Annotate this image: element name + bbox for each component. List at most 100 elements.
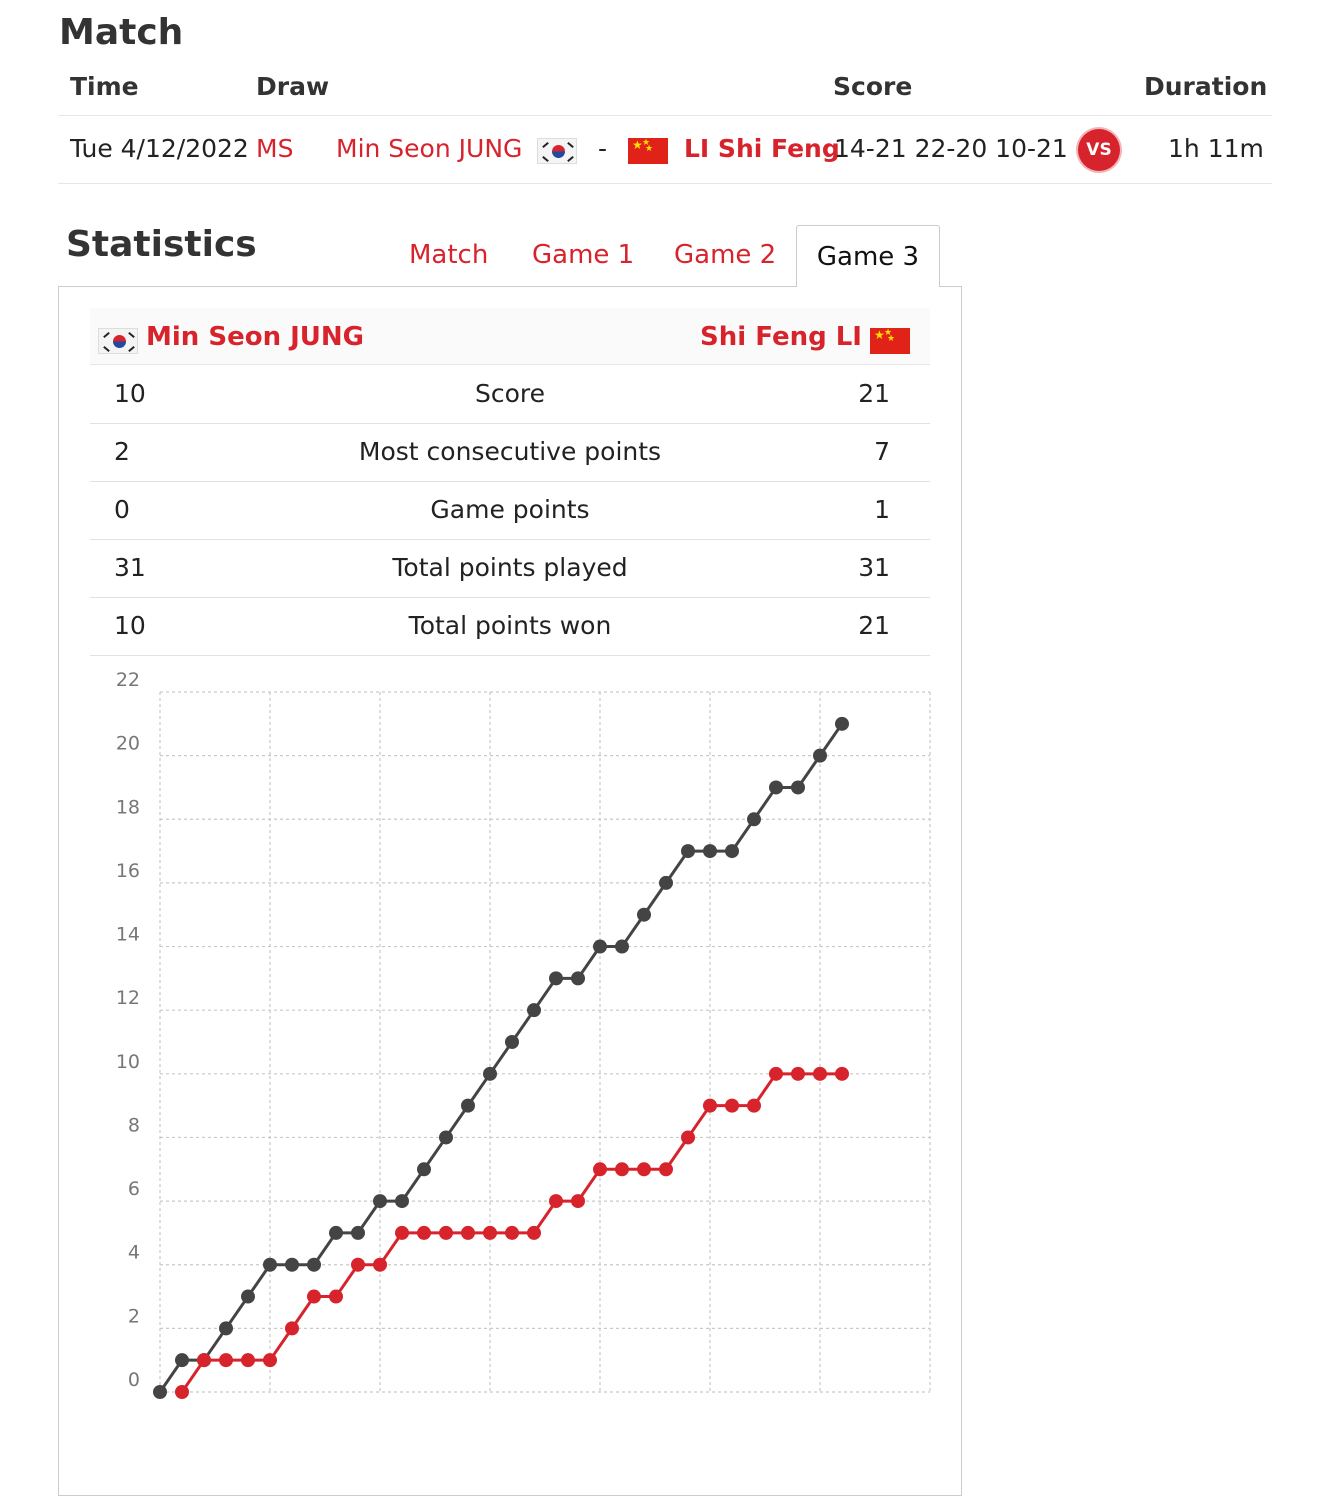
match-score: 14-21 22-20 10-21 xyxy=(834,134,1068,163)
series-0-point xyxy=(395,1194,409,1209)
series-line-0 xyxy=(158,722,844,1393)
series-0-point xyxy=(439,1130,453,1145)
match-time: Tue 4/12/2022 xyxy=(70,134,249,163)
left-player-link[interactable]: Min Seon JUNG xyxy=(146,322,365,352)
series-1-point xyxy=(483,1225,497,1240)
stat-right-value: 31 xyxy=(858,553,890,582)
stat-row-game-points: 0 Game points 1 xyxy=(90,481,930,540)
series-1-point xyxy=(285,1321,299,1336)
china-flag-icon: ★ ★ ★ xyxy=(870,328,910,354)
stat-left-value: 31 xyxy=(114,553,146,582)
stat-label: Score xyxy=(474,379,546,408)
series-0-point xyxy=(527,1003,541,1018)
stat-row-most-consecutive: 2 Most consecutive points 7 xyxy=(90,423,930,482)
series-1-point xyxy=(637,1162,651,1177)
series-0-point xyxy=(813,748,827,763)
stat-right-value: 21 xyxy=(858,379,890,408)
match-duration: 1h 11m xyxy=(1168,134,1264,163)
player1-link[interactable]: Min Seon JUNG xyxy=(336,134,523,163)
korea-flag-icon xyxy=(98,328,138,354)
stat-row-score: 10 Score 21 xyxy=(90,365,930,424)
korea-flag-icon xyxy=(537,138,577,164)
series-0-point xyxy=(505,1035,519,1049)
series-1-point xyxy=(593,1162,607,1177)
tab-game-2[interactable]: Game 2 xyxy=(674,240,777,270)
series-1-point xyxy=(197,1353,211,1368)
series-0-point xyxy=(241,1289,255,1304)
tab-game-3-label: Game 3 xyxy=(816,242,920,272)
series-0-point xyxy=(373,1194,387,1209)
series-1-point xyxy=(241,1353,255,1368)
series-1-point xyxy=(813,1066,827,1081)
series-1-point xyxy=(351,1257,365,1272)
series-0-point xyxy=(153,1385,167,1399)
series-1-point xyxy=(461,1225,475,1240)
stat-label: Game points xyxy=(430,495,590,524)
series-1-point xyxy=(703,1098,717,1113)
series-0-point xyxy=(571,971,585,986)
y-tick-label: 10 xyxy=(116,1051,140,1073)
series-0-point xyxy=(307,1257,321,1272)
vs-icon[interactable]: VS xyxy=(1078,129,1120,171)
players-header xyxy=(90,308,930,365)
y-tick-label: 2 xyxy=(128,1305,140,1327)
match-draw-link[interactable]: MS xyxy=(256,134,294,163)
match-section-title: Match xyxy=(59,12,184,53)
column-header-time: Time xyxy=(70,72,139,101)
stat-left-value: 2 xyxy=(114,437,130,466)
series-1-point xyxy=(769,1066,783,1081)
stat-label: Total points played xyxy=(392,553,628,582)
series-0-point xyxy=(549,971,563,986)
series-0-point xyxy=(615,939,629,954)
series-1-point xyxy=(373,1257,387,1272)
stat-right-value: 21 xyxy=(858,611,890,640)
series-1-point xyxy=(725,1098,739,1113)
series-0-point xyxy=(461,1098,475,1113)
series-1-point xyxy=(747,1098,761,1113)
tab-match[interactable]: Match xyxy=(409,240,489,270)
series-0-point xyxy=(791,780,805,795)
series-0-point xyxy=(769,780,783,795)
series-0-point xyxy=(329,1225,343,1240)
right-player-link[interactable]: Shi Feng LI xyxy=(700,322,862,352)
column-header-duration: Duration xyxy=(1144,72,1268,101)
series-0-point xyxy=(263,1257,277,1272)
series-0-point xyxy=(483,1066,497,1081)
tab-game-1[interactable]: Game 1 xyxy=(532,240,635,270)
y-tick-label: 8 xyxy=(128,1114,140,1136)
series-0-point xyxy=(703,844,717,859)
series-1-point xyxy=(571,1194,585,1209)
series-1-point xyxy=(307,1289,321,1304)
stat-label: Most consecutive points xyxy=(358,437,662,466)
player2-link[interactable]: LI Shi Feng xyxy=(684,134,840,163)
series-1-point xyxy=(395,1225,409,1240)
series-0-point xyxy=(593,939,607,954)
stat-left-value: 10 xyxy=(114,379,146,408)
series-0-point xyxy=(681,844,695,859)
header-divider xyxy=(58,115,1272,116)
series-1-point xyxy=(175,1385,189,1399)
series-0-point xyxy=(835,716,849,731)
y-tick-label: 6 xyxy=(128,1178,140,1200)
y-tick-label: 4 xyxy=(128,1242,140,1264)
y-tick-label: 14 xyxy=(116,924,140,946)
series-1-point xyxy=(791,1066,805,1081)
series-0-point xyxy=(351,1225,365,1240)
stat-row-total-played: 31 Total points played 31 xyxy=(90,539,930,598)
y-tick-label: 0 xyxy=(128,1369,140,1391)
score-progression-chart: 0 2 4 6 8 10 12 14 16 18 20 22 xyxy=(116,669,931,1399)
y-tick-label: 22 xyxy=(116,669,140,691)
tab-game-3[interactable]: Game 3 xyxy=(796,225,940,287)
column-header-draw: Draw xyxy=(256,72,330,101)
china-flag-icon: ★ ★ ★ xyxy=(628,138,668,164)
series-1-point xyxy=(329,1289,343,1304)
series-1-point xyxy=(615,1162,629,1177)
series-1-point xyxy=(527,1225,541,1240)
series-0-point xyxy=(285,1257,299,1272)
statistics-panel xyxy=(58,286,962,1496)
stat-row-total-won: 10 Total points won 21 xyxy=(90,597,930,656)
series-0-point xyxy=(725,844,739,859)
stat-left-value: 10 xyxy=(114,611,146,640)
series-1-point xyxy=(835,1066,849,1081)
series-0-point xyxy=(417,1162,431,1177)
